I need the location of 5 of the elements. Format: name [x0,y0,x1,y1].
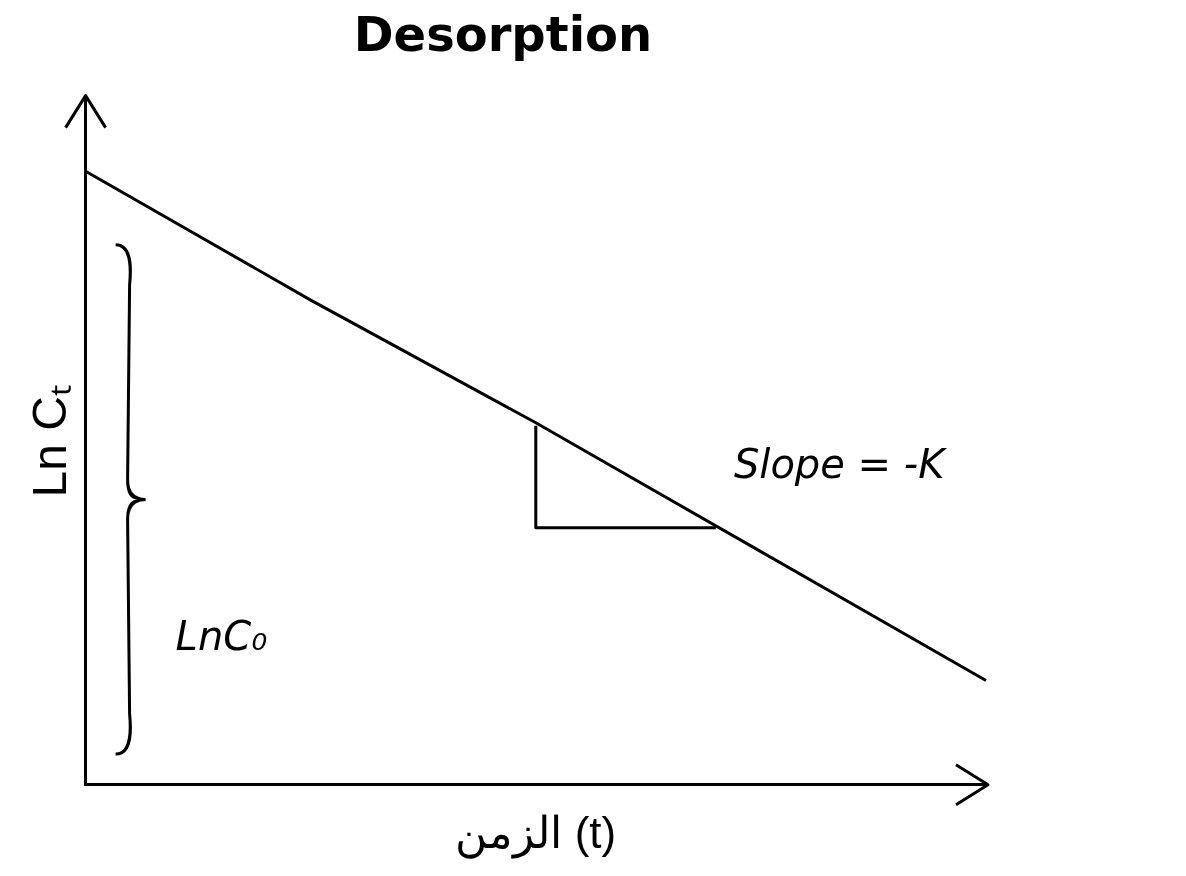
chart-title: Desorption [353,6,653,63]
y-axis-title: Ln Cₜ [23,385,77,498]
x-axis-title: الزمن (t) [455,807,617,859]
annotation: Slope = -K [733,441,948,488]
annotation: LnC₀ [175,612,268,659]
